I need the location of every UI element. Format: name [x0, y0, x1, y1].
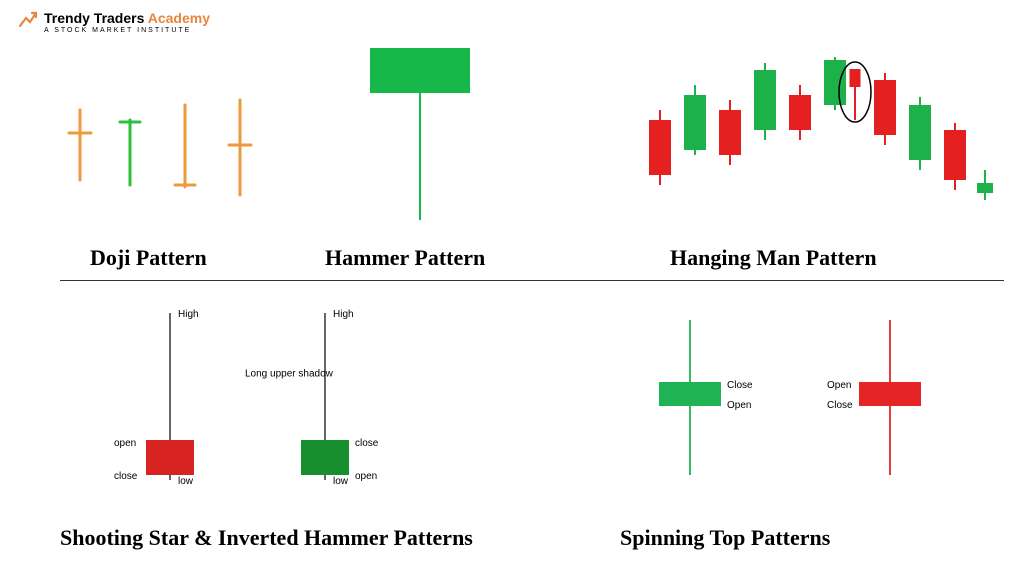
hammer-title: Hammer Pattern	[325, 245, 485, 271]
spinning-top-chart: Close Open Open Close	[580, 300, 1000, 505]
hammer-chart	[330, 40, 530, 230]
svg-text:low: low	[178, 476, 194, 487]
svg-text:close: close	[355, 438, 379, 449]
logo-title-accent: Academy	[148, 10, 210, 26]
logo-title-pre: Trendy Traders	[44, 10, 148, 26]
logo-title: Trendy Traders Academy	[44, 11, 210, 25]
svg-text:Open: Open	[727, 400, 751, 411]
svg-text:low: low	[333, 476, 349, 487]
logo-tagline: A STOCK MARKET INSTITUTE	[44, 27, 210, 34]
svg-text:High: High	[333, 309, 354, 320]
svg-text:close: close	[114, 471, 138, 482]
svg-text:open: open	[114, 438, 136, 449]
spinning-title: Spinning Top Patterns	[620, 525, 830, 551]
hanging-title: Hanging Man Pattern	[670, 245, 877, 271]
svg-text:Close: Close	[727, 380, 753, 391]
hanging-man-chart	[640, 55, 1000, 235]
brand-logo: Trendy Traders Academy A STOCK MARKET IN…	[18, 10, 210, 35]
shooting-title: Shooting Star & Inverted Hammer Patterns	[60, 525, 473, 551]
doji-chart	[50, 75, 280, 215]
shooting-star-chart: HighlowopencloseHighlowcloseopenLong upp…	[90, 295, 430, 510]
svg-text:High: High	[178, 309, 199, 320]
svg-text:Long upper shadow: Long upper shadow	[245, 369, 334, 380]
logo-icon	[18, 10, 38, 35]
doji-title: Doji Pattern	[90, 245, 207, 271]
svg-text:open: open	[355, 471, 377, 482]
svg-text:Open: Open	[827, 380, 851, 391]
svg-text:Close: Close	[827, 400, 853, 411]
section-divider	[60, 280, 1004, 281]
